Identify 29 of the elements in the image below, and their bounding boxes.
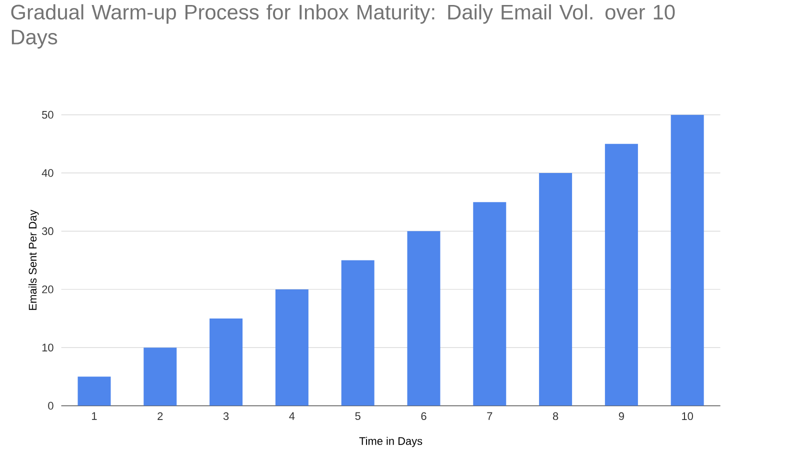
x-tick-label: 4: [289, 412, 295, 420]
bar: [407, 230, 440, 406]
bar: [144, 347, 177, 406]
y-axis-title: Emails Sent Per Day: [28, 210, 39, 310]
y-tick-label: 10: [42, 343, 54, 352]
bar: [275, 289, 308, 406]
x-tick-label: 9: [618, 412, 624, 420]
bar: [341, 260, 374, 406]
x-tick-label: 8: [552, 412, 558, 420]
y-tick-label: 50: [42, 110, 54, 118]
x-tick-label: 1: [92, 412, 97, 420]
y-tick-label: 30: [42, 227, 54, 235]
bar: [539, 172, 572, 406]
x-tick-label: 2: [158, 412, 163, 420]
x-tick-label: 3: [223, 412, 229, 420]
bar: [210, 318, 243, 406]
x-tick-label: 7: [487, 412, 492, 420]
x-tick-label: 10: [682, 412, 694, 420]
chart-title: Gradual Warm-up Process for Inbox Maturity: Daily Email Vol. over 10 Days: [11, 4, 675, 48]
bar: [78, 376, 111, 406]
bar: [473, 202, 506, 406]
y-tick-label: 20: [42, 285, 54, 294]
x-axis-title: Time in Days: [359, 436, 422, 447]
bar: [604, 144, 638, 406]
y-tick-label: 0: [48, 402, 54, 410]
bar: [670, 114, 704, 406]
x-tick-label: 6: [421, 412, 426, 420]
y-tick-label: 40: [42, 168, 54, 177]
x-tick-label: 5: [355, 412, 360, 420]
